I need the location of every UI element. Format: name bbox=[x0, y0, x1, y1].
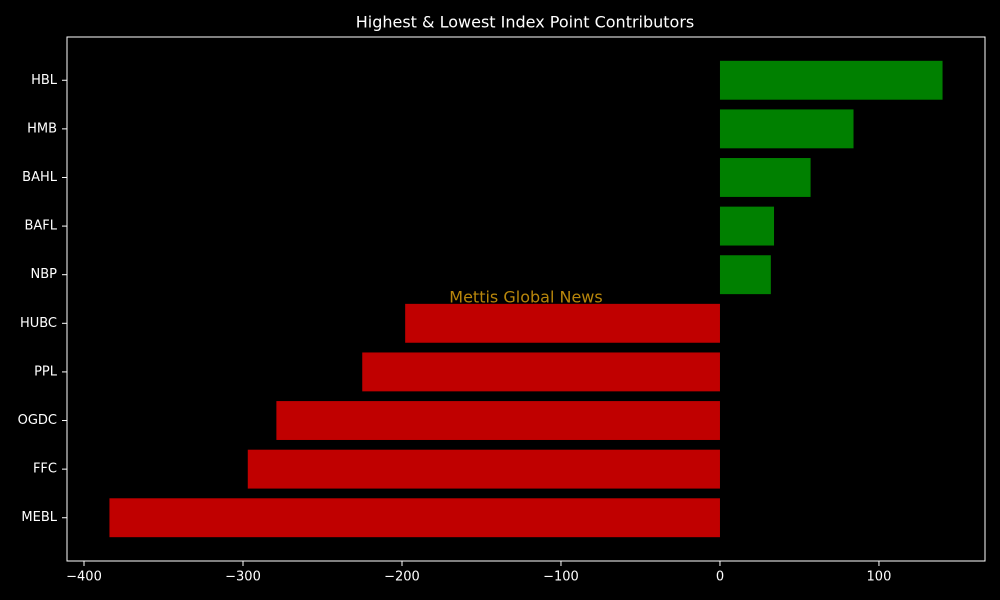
plot-frame bbox=[66, 36, 986, 562]
chart-title: Highest & Lowest Index Point Contributor… bbox=[356, 13, 695, 32]
x-tick-label: −300 bbox=[225, 570, 261, 585]
y-tick-label: FFC bbox=[33, 462, 57, 477]
bar bbox=[362, 352, 720, 392]
bar bbox=[109, 498, 720, 538]
bar bbox=[719, 158, 811, 197]
bar bbox=[719, 255, 771, 295]
bar bbox=[276, 401, 720, 440]
y-tick-label: MEBL bbox=[21, 510, 57, 525]
x-tick-label: 0 bbox=[716, 570, 724, 585]
bar bbox=[719, 206, 775, 246]
y-tick-label: HMB bbox=[27, 121, 57, 136]
y-tick-label: HBL bbox=[31, 73, 58, 88]
bar bbox=[405, 303, 720, 343]
y-tick-label: BAHL bbox=[22, 170, 58, 185]
x-tick-label: −100 bbox=[543, 570, 579, 585]
bar bbox=[719, 60, 943, 100]
y-tick-label: PPL bbox=[34, 364, 58, 379]
bar bbox=[719, 109, 854, 149]
x-tick-label: −400 bbox=[66, 570, 102, 585]
bar bbox=[247, 449, 720, 489]
y-tick-label: OGDC bbox=[18, 413, 57, 428]
x-tick-label: 100 bbox=[867, 570, 892, 585]
y-tick-label: HUBC bbox=[20, 316, 57, 331]
watermark: Mettis Global News bbox=[449, 288, 602, 307]
x-tick-label: −200 bbox=[384, 570, 420, 585]
y-tick-label: BAFL bbox=[24, 219, 57, 234]
y-tick-label: NBP bbox=[31, 267, 58, 282]
